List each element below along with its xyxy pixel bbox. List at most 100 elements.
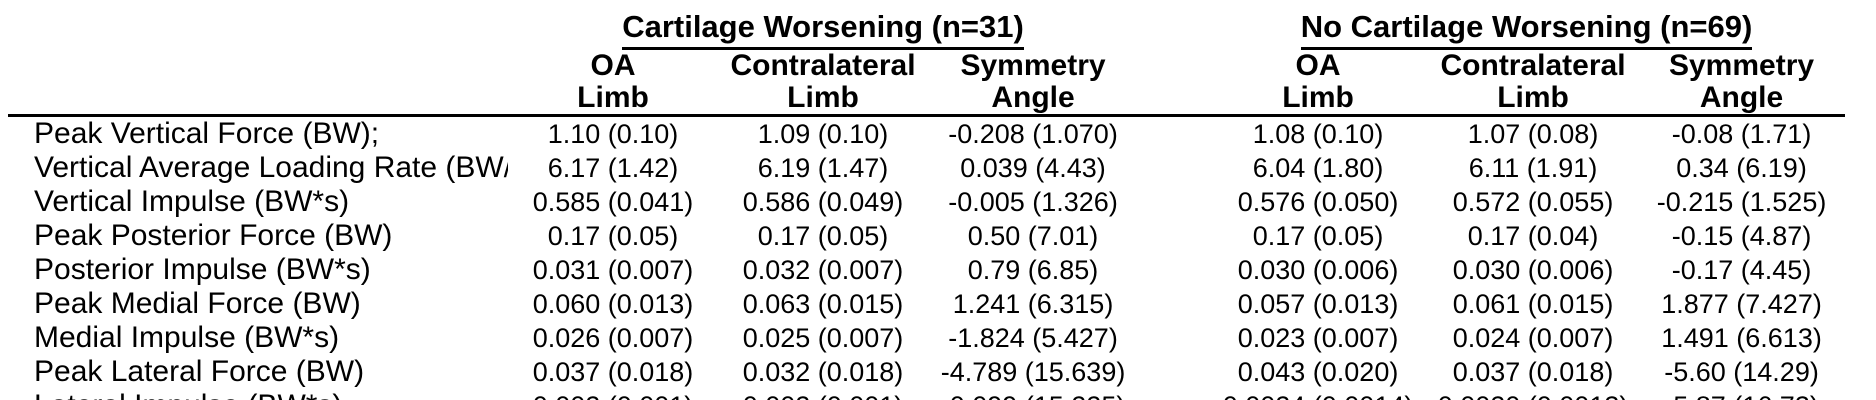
- table-cell: 0.025 (0.007): [742, 322, 904, 353]
- table-cell: 0.576 (0.050): [1237, 186, 1399, 217]
- table-cell: 1.07 (0.08): [1467, 118, 1599, 149]
- table-cell: 0.061 (0.015): [1452, 288, 1614, 319]
- table-cell: 6.19 (1.47): [757, 152, 889, 183]
- col-header-oa-limb-2: OA Limb: [1208, 50, 1429, 117]
- table-cell: 0.585 (0.041): [532, 186, 694, 217]
- table-cell: 0.50 (7.01): [967, 220, 1099, 251]
- col-header-line: Limb: [1282, 81, 1354, 114]
- table-cell: 0.0020 (0.0013): [1428, 389, 1639, 400]
- table-cell: 0.030 (0.006): [1452, 254, 1614, 285]
- table-cell: -5.87 (16.73): [1638, 389, 1846, 400]
- table-row: Posterior Impulse (BW*s) 0.031 (0.007) 0…: [8, 253, 1845, 287]
- col-header-line: OA: [590, 50, 636, 82]
- col-header-line: Contralateral: [1440, 50, 1626, 82]
- row-label: Lateral Impulse (BW*s): [8, 389, 508, 400]
- table-row: Peak Posterior Force (BW) 0.17 (0.05) 0.…: [8, 219, 1845, 253]
- table-row: Peak Vertical Force (BW); 1.10 (0.10) 1.…: [8, 116, 1845, 152]
- column-spacer: [1138, 321, 1208, 355]
- table-cell: 0.17 (0.05): [1252, 220, 1384, 251]
- table-cell: -0.208 (1.070): [948, 118, 1118, 149]
- table-cell: -4.789 (15.639): [940, 356, 1126, 387]
- column-spacer: [1138, 389, 1209, 400]
- table-cell: 1.09 (0.10): [757, 118, 889, 149]
- table-cell: -0.215 (1.525): [1656, 186, 1827, 217]
- table-cell: -0.005 (1.326): [948, 186, 1118, 217]
- col-header-line: Angle: [1699, 81, 1784, 114]
- table-cell: 0.043 (0.020): [1237, 356, 1399, 387]
- table-cell: 0.063 (0.015): [742, 288, 904, 319]
- table-cell: 0.79 (6.85): [967, 254, 1099, 285]
- results-table: Cartilage Worsening (n=31) No Cartilage …: [8, 5, 1846, 400]
- table-cell: 6.04 (1.80): [1252, 152, 1384, 183]
- table-cell: 0.031 (0.007): [532, 254, 694, 285]
- col-header-contralateral-limb-2: Contralateral Limb: [1428, 50, 1639, 117]
- column-spacer: [1138, 253, 1208, 287]
- table-cell: 0.572 (0.055): [1452, 186, 1614, 217]
- table-cell: 0.0024 (0.0014): [1208, 389, 1429, 400]
- table-cell: -0.099 (15.225): [928, 389, 1139, 400]
- table-cell: 0.17 (0.05): [757, 220, 889, 251]
- col-header-line: Limb: [787, 81, 859, 114]
- row-label: Vertical Impulse (BW*s): [34, 185, 350, 218]
- col-header-line: Symmetry: [960, 50, 1106, 82]
- column-spacer: [1138, 185, 1208, 219]
- row-label: Posterior Impulse (BW*s): [34, 253, 371, 286]
- group-header-row: Cartilage Worsening (n=31) No Cartilage …: [8, 5, 1845, 50]
- table-cell: 0.060 (0.013): [532, 288, 694, 319]
- column-header-gap: [1138, 50, 1209, 117]
- column-spacer: [1138, 219, 1208, 253]
- col-header-line: OA: [1295, 50, 1341, 82]
- table-cell: 0.34 (6.19): [1676, 152, 1807, 183]
- col-header-symmetry-angle-1: Symmetry Angle: [928, 50, 1139, 117]
- table-row: Peak Medial Force (BW) 0.060 (0.013) 0.0…: [8, 287, 1845, 321]
- group-title-cartilage-worsening: Cartilage Worsening (n=31): [622, 9, 1024, 50]
- table-row: Peak Lateral Force (BW) 0.037 (0.018) 0.…: [8, 355, 1845, 389]
- table-cell: 6.17 (1.42): [547, 152, 679, 183]
- table-cell: -0.15 (4.87): [1671, 220, 1812, 251]
- table-cell: 0.032 (0.018): [742, 356, 904, 387]
- col-header-line: Symmetry: [1668, 50, 1815, 82]
- group-header-no-cartilage-worsening: No Cartilage Worsening (n=69): [1208, 5, 1845, 50]
- col-header-line: Contralateral: [730, 50, 916, 82]
- table-row: Vertical Average Loading Rate (BW/s) 6.1…: [8, 151, 1845, 185]
- table-cell: 0.030 (0.006): [1237, 254, 1399, 285]
- group-header-spacer: [8, 5, 508, 50]
- table-row: Lateral Impulse (BW*s) 0.002 (0.001) 0.0…: [8, 389, 1846, 400]
- table-cell: 0.024 (0.007): [1452, 322, 1614, 353]
- table-cell: -1.824 (5.427): [948, 322, 1118, 353]
- table-cell: 0.026 (0.007): [532, 322, 694, 353]
- table-cell: 0.586 (0.049): [742, 186, 904, 217]
- table-cell: 0.002 (0.001): [508, 389, 718, 400]
- table-row: Medial Impulse (BW*s) 0.026 (0.007) 0.02…: [8, 321, 1845, 355]
- table-cell: 0.057 (0.013): [1237, 288, 1399, 319]
- table-cell: 6.11 (1.91): [1468, 152, 1598, 183]
- table-cell: 0.037 (0.018): [1452, 356, 1614, 387]
- table-cell: -0.08 (1.71): [1671, 118, 1812, 149]
- table-cell: 0.032 (0.007): [742, 254, 904, 285]
- column-header-spacer: [8, 50, 508, 117]
- table-cell: 1.241 (6.315): [952, 288, 1114, 319]
- table-cell: 0.17 (0.04): [1467, 220, 1599, 251]
- column-spacer: [1138, 116, 1208, 152]
- col-header-oa-limb-1: OA Limb: [508, 50, 718, 117]
- table-cell: 0.039 (4.43): [960, 152, 1106, 183]
- row-label: Peak Lateral Force (BW): [34, 355, 365, 388]
- table-cell: 1.491 (6.613): [1661, 322, 1822, 353]
- row-label: Vertical Average Loading Rate (BW/s): [34, 151, 508, 184]
- row-label: Medial Impulse (BW*s): [34, 321, 340, 354]
- table-row: Vertical Impulse (BW*s) 0.585 (0.041) 0.…: [8, 185, 1845, 219]
- table-cell: 1.10 (0.10): [547, 118, 679, 149]
- row-label: Peak Posterior Force (BW): [34, 219, 393, 252]
- column-header-row: OA Limb Contralateral Limb Symmetry Angl…: [8, 50, 1846, 117]
- col-header-line: Limb: [1497, 81, 1569, 114]
- column-spacer: [1138, 287, 1208, 321]
- group-gap: [1138, 5, 1208, 50]
- row-label: Peak Medial Force (BW): [34, 287, 361, 320]
- table-cell: 0.023 (0.007): [1237, 322, 1399, 353]
- table-cell: -5.60 (14.29): [1664, 356, 1819, 387]
- group-header-cartilage-worsening: Cartilage Worsening (n=31): [508, 5, 1138, 50]
- column-spacer: [1138, 355, 1208, 389]
- col-header-symmetry-angle-2: Symmetry Angle: [1638, 50, 1846, 117]
- table-cell: -0.17 (4.45): [1671, 254, 1812, 285]
